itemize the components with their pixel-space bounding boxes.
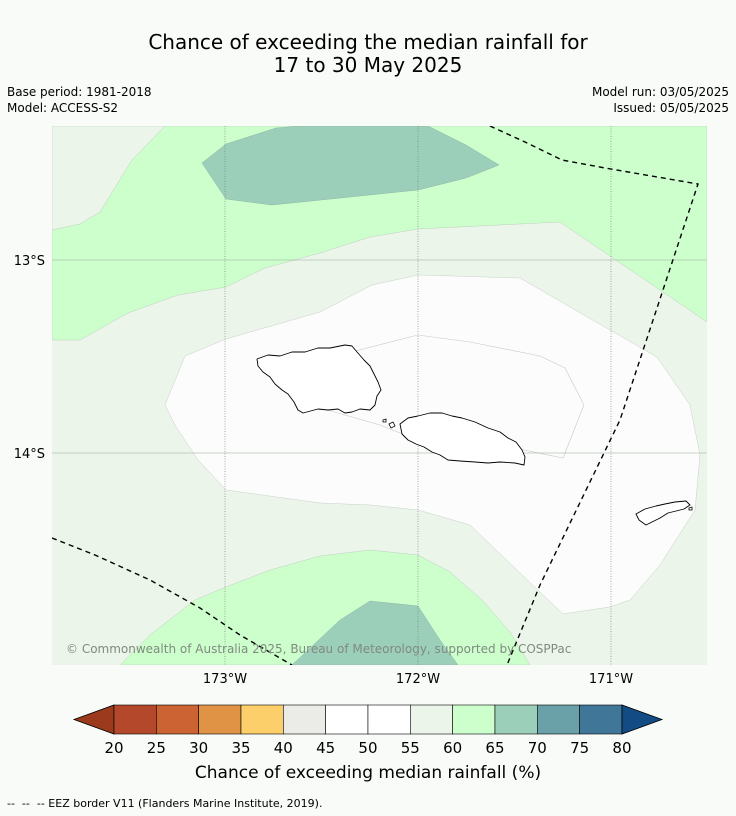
colorbar-tick-label: 25 — [147, 739, 166, 757]
model-name: Model: ACCESS-S2 — [7, 101, 119, 115]
colorbar-segment — [198, 704, 242, 735]
colorbar-segment — [113, 704, 157, 735]
colorbar-tick-label: 40 — [274, 739, 293, 757]
lat-label-13s: 13°S — [14, 254, 45, 269]
island-savaii — [256, 344, 382, 414]
colorbar-segment — [536, 704, 580, 735]
lon-label-171w: 171°W — [589, 672, 633, 687]
colorbar-tick-label: 60 — [443, 739, 462, 757]
island-apolima — [382, 418, 387, 423]
colorbar-extend-high — [621, 704, 664, 735]
map-title: Chance of exceeding the median rainfall … — [0, 31, 736, 77]
lat-label-14s: 14°S — [14, 447, 45, 462]
colorbar-segment — [494, 704, 538, 735]
island-tutuila — [635, 500, 691, 526]
colorbar-tick-label: 50 — [358, 739, 377, 757]
colorbar-tick-label: 65 — [485, 739, 504, 757]
eez-border-east — [489, 126, 699, 665]
colorbar-segment — [579, 704, 623, 735]
title-line-2: 17 to 30 May 2025 — [273, 53, 463, 77]
colorbar-segment — [156, 704, 199, 735]
copyright-notice: © Commonwealth of Australia 2025, Bureau… — [66, 642, 571, 656]
colorbar-tick-label: 75 — [570, 739, 589, 757]
colorbar-tick-label: 30 — [189, 739, 208, 757]
colorbar-segment — [283, 704, 326, 735]
island-aunuu — [688, 506, 693, 511]
base-period: Base period: 1981-2018 — [7, 85, 152, 99]
contour-65-70-north — [201, 126, 500, 206]
lon-label-173w: 173°W — [203, 672, 247, 687]
meta-left: Base period: 1981-2018 Model: ACCESS-S2 — [7, 84, 152, 116]
colorbar: 20 25 30 35 40 45 50 55 60 65 70 75 80 — [72, 704, 664, 757]
colorbar-tick-label: 45 — [316, 739, 335, 757]
colorbar-segment — [325, 704, 369, 735]
colorbar-label: Chance of exceeding median rainfall (%) — [195, 763, 541, 783]
eez-border-southwest — [52, 537, 293, 665]
colorbar-segment — [452, 704, 496, 735]
colorbar-extend-low — [72, 704, 115, 735]
colorbar-tick-label: 70 — [528, 739, 547, 757]
model-run: Model run: 03/05/2025 — [591, 85, 729, 99]
lon-label-172w: 172°W — [396, 672, 440, 687]
colorbar-tick-label: 55 — [401, 739, 420, 757]
title-line-1: Chance of exceeding the median rainfall … — [148, 30, 588, 54]
eez-footnote: -- -- -- EEZ border V11 (Flanders Marine… — [7, 797, 323, 810]
colorbar-segment — [410, 704, 453, 735]
island-upolu — [399, 412, 526, 466]
contour-55-60-northwest — [52, 126, 166, 231]
colorbar-tick-label: 20 — [104, 739, 123, 757]
issued-date: Issued: 05/05/2025 — [613, 101, 729, 115]
colorbar-tick-label: 80 — [612, 739, 631, 757]
colorbar-segment — [367, 704, 411, 735]
island-manono — [388, 421, 396, 429]
colorbar-tick-label: 35 — [231, 739, 250, 757]
map-panel[interactable]: © Commonwealth of Australia 2025, Bureau… — [52, 126, 707, 665]
meta-right: Model run: 03/05/2025 Issued: 05/05/2025 — [592, 84, 729, 116]
colorbar-segment — [240, 704, 284, 735]
